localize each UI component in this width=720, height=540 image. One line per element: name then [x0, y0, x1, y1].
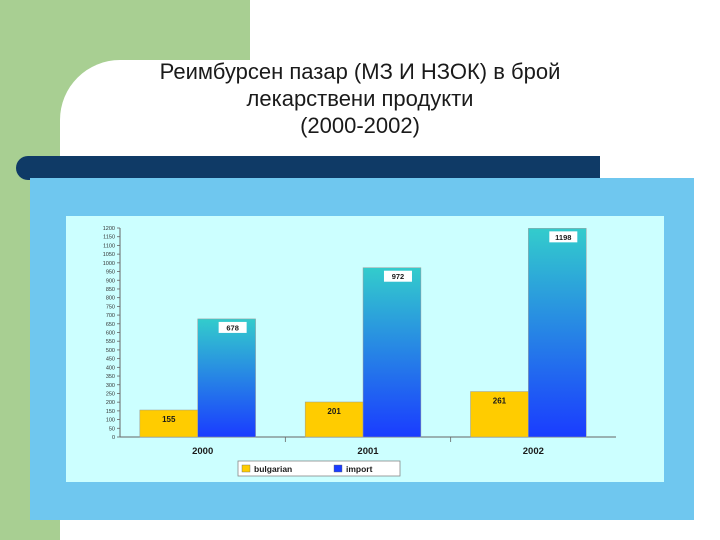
y-tick-label: 150	[106, 409, 115, 415]
y-tick-label: 350	[106, 374, 115, 380]
bar-bulgarian-2002	[470, 391, 529, 438]
y-tick-label: 650	[106, 322, 115, 328]
slide-title: Реимбурсен пазар (МЗ И НЗОК) в брой лека…	[80, 58, 640, 139]
y-tick-label: 750	[106, 304, 115, 310]
y-tick-label: 850	[106, 287, 115, 293]
y-tick-label: 200	[106, 400, 115, 406]
bar-bulgarian-2000	[139, 409, 198, 438]
bar-bulgarian-2001	[304, 401, 364, 438]
data-label-bulgarian-2001: 201	[327, 407, 341, 416]
y-tick-label: 250	[106, 391, 115, 397]
y-tick-label: 1050	[103, 252, 115, 258]
x-category-label: 2000	[192, 446, 213, 457]
y-tick-label: 600	[106, 331, 115, 337]
data-label-import-2001: 972	[392, 272, 405, 281]
data-label-box-import-2000	[218, 321, 247, 333]
y-tick-label: 1200	[103, 226, 115, 232]
data-label-import-2000: 678	[226, 323, 239, 332]
bar-import-2002	[528, 228, 587, 438]
y-tick-label: 700	[106, 313, 115, 319]
y-tick-label: 1000	[103, 261, 115, 267]
slide-title-line-1: Реимбурсен пазар (МЗ И НЗОК) в брой	[159, 59, 561, 84]
slide-title-line-2: лекарствени продукти	[246, 86, 474, 111]
data-label-import-2002: 1198	[555, 233, 571, 242]
legend-label-bulgarian: bulgarian	[254, 464, 292, 474]
x-category-label: 2001	[357, 446, 379, 457]
y-tick-label: 550	[106, 339, 115, 345]
bar-import-2000	[197, 318, 256, 438]
y-tick-label: 0	[112, 435, 115, 441]
legend: bulgarian import	[237, 460, 401, 477]
x-category-label: 2002	[523, 446, 544, 457]
y-tick-label: 1150	[103, 235, 115, 241]
y-tick-label: 950	[106, 270, 115, 276]
y-tick-label: 800	[106, 296, 115, 302]
y-tick-label: 500	[106, 348, 115, 354]
data-label-box-import-2002	[549, 231, 578, 243]
y-tick-label: 400	[106, 365, 115, 371]
data-label-bulgarian-2002: 261	[493, 397, 507, 406]
legend-swatch-bulgarian	[241, 464, 251, 473]
bar-import-2001	[362, 267, 422, 438]
y-tick-label: 300	[106, 383, 115, 389]
data-label-box-import-2001	[383, 270, 412, 282]
legend-swatch-import	[333, 464, 343, 473]
title-divider-bar	[16, 156, 600, 180]
y-tick-label: 900	[106, 278, 115, 284]
y-tick-label: 450	[106, 357, 115, 363]
y-tick-label: 1100	[103, 243, 115, 249]
data-label-bulgarian-2000: 155	[162, 415, 176, 424]
y-tick-label: 100	[106, 418, 115, 424]
y-tick-label: 50	[109, 426, 115, 432]
slide-title-line-3: (2000-2002)	[300, 113, 420, 138]
legend-label-import: import	[346, 464, 373, 474]
legend-box	[237, 460, 401, 477]
